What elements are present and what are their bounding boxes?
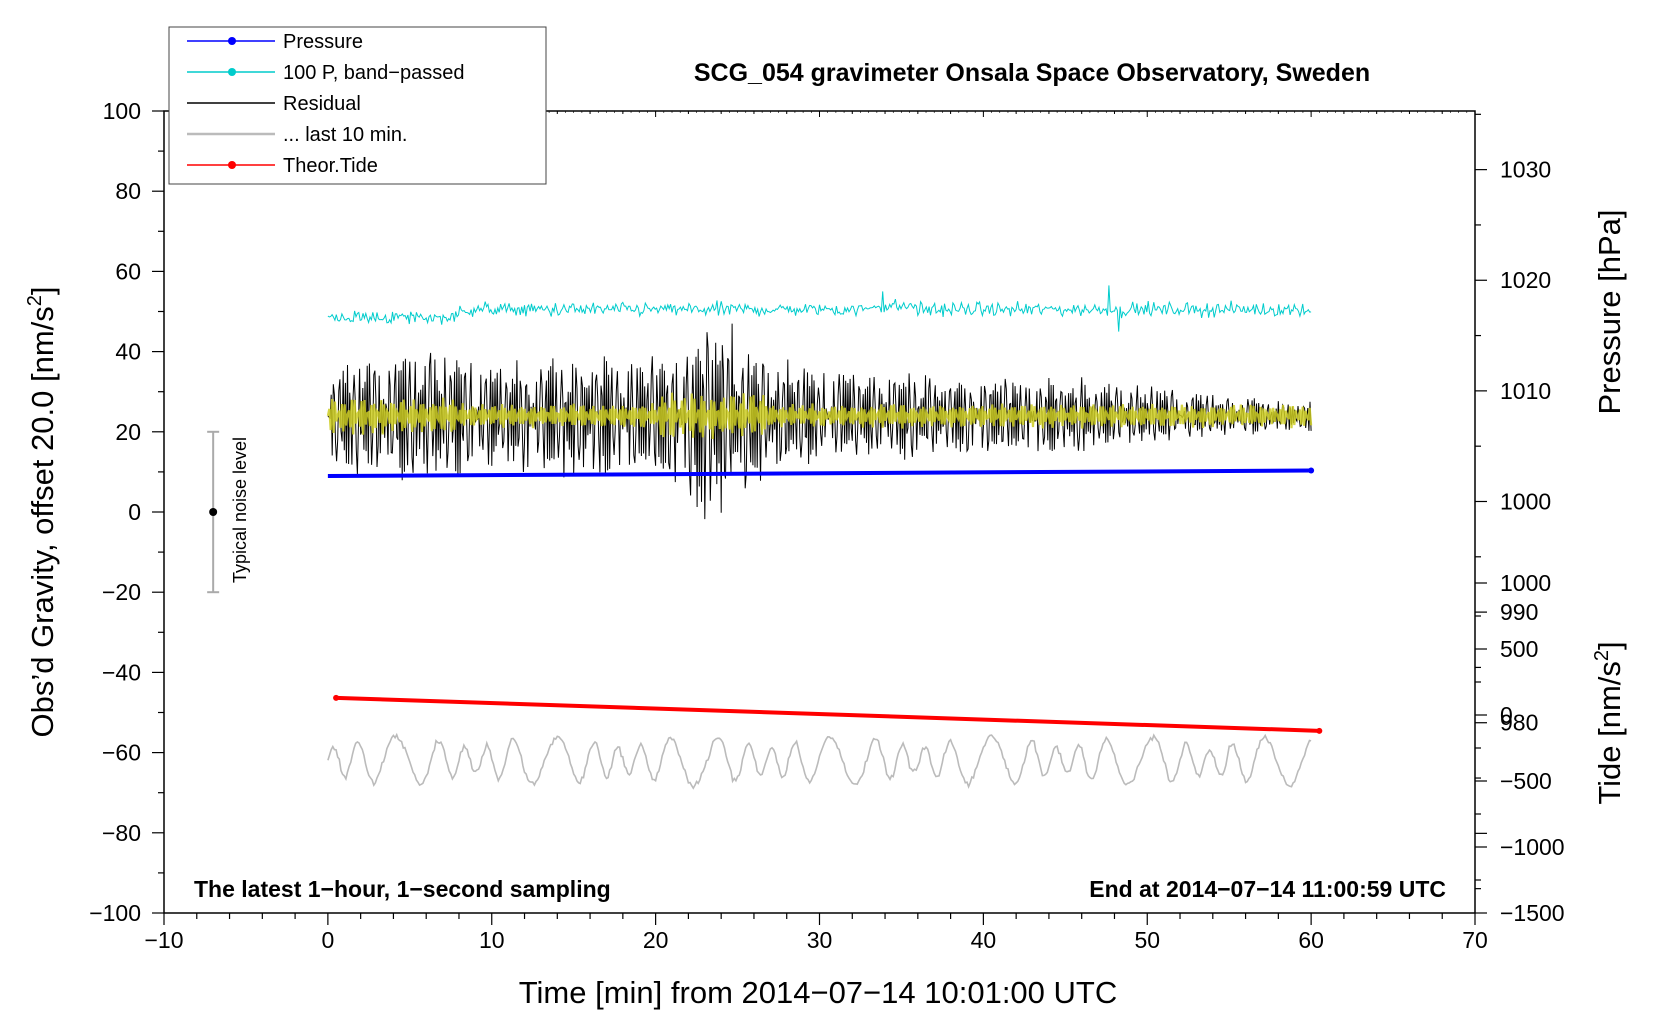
legend-swatch-marker (228, 161, 236, 169)
y-tick-label: −60 (102, 740, 141, 766)
tide-tick-label: 0 (1500, 702, 1513, 728)
bottom-left-annotation: The latest 1−hour, 1−second sampling (194, 876, 611, 902)
bandpassed-pressure-line (327, 285, 1312, 332)
pressure-tick-label: 990 (1500, 599, 1538, 625)
x-tick-label: 60 (1298, 927, 1324, 953)
legend-label: Theor.Tide (283, 155, 378, 177)
tick-labels: −10 0 10 20 30 40 50 60 70100806040200−20−40−60−… (89, 98, 1564, 953)
tide-axis-title-sup: 2 (1591, 650, 1613, 661)
tide-start-marker (333, 694, 340, 701)
bottom-right-annotation: End at 2014−07−14 11:00:59 UTC (1089, 876, 1446, 902)
x-tick-label: −10 (144, 927, 183, 953)
y-axis-title-main: Obs’d Gravity, offset 20.0 [nm/s (25, 306, 60, 737)
pressure-endpoint-marker (1308, 467, 1315, 474)
y-tick-label: 0 (128, 499, 141, 525)
pressure-tick-label: 1000 (1500, 488, 1551, 514)
legend-label: ... last 10 min. (283, 124, 408, 146)
y-tick-label: 40 (115, 339, 141, 365)
y-axis-title-sup: 2 (24, 295, 46, 306)
y-axis-title-end: ] (25, 286, 60, 295)
axis-ticks (152, 110, 1487, 925)
legend: Pressure 100 P, band−passed Residual ... la… (168, 26, 547, 185)
residual-series-line (327, 323, 1312, 520)
tide-tick-label: 500 (1500, 636, 1538, 662)
x-tick-label: 70 (1462, 927, 1488, 953)
x-tick-label: 30 (807, 927, 833, 953)
chart-title: SCG_054 gravimeter Onsala Space Observat… (694, 59, 1370, 87)
pressure-tick-label: 980 (1500, 710, 1538, 736)
tide-axis-title-end: ] (1592, 641, 1627, 650)
pressure-tick-label: 1030 (1500, 157, 1551, 183)
y-tick-label: −100 (89, 900, 141, 926)
pressure-axis-title: Pressure [hPa] (1592, 209, 1627, 414)
noise-bar-center (209, 508, 218, 516)
x-tick-label: 20 (643, 927, 669, 953)
legend-items: Pressure 100 P, band−passed Residual ... la… (187, 31, 464, 177)
y-tick-label: 20 (115, 419, 141, 445)
series-layer (207, 285, 1323, 790)
y-tick-label: 100 (103, 98, 141, 124)
legend-label: Residual (283, 93, 361, 115)
tide-tick-label: −1000 (1500, 834, 1565, 860)
y-tick-label: 80 (115, 178, 141, 204)
legend-label: Pressure (283, 31, 363, 53)
x-tick-label: 50 (1134, 927, 1160, 953)
noise-level-label: Typical noise level (230, 437, 250, 583)
plot-frame (163, 110, 1476, 914)
tide-series-line (336, 695, 1320, 733)
y-tick-label: −40 (102, 659, 141, 685)
residual-overlay-line (326, 392, 1313, 440)
tide-axis-title: Tide [nm/s2] (1591, 641, 1627, 804)
x-tick-label: 40 (971, 927, 997, 953)
last-10-min-line (327, 732, 1312, 790)
tide-tick-label: 1000 (1500, 570, 1551, 596)
pressure-series-line (327, 468, 1312, 479)
x-tick-label: 10 (479, 927, 505, 953)
y-axis-title: Obs’d Gravity, offset 20.0 [nm/s2] (24, 286, 60, 737)
y-tick-label: −80 (102, 820, 141, 846)
tide-tick-label: −500 (1500, 768, 1552, 794)
tide-axis-title-main: Tide [nm/s (1592, 661, 1627, 805)
pressure-tick-label: 1010 (1500, 378, 1551, 404)
x-axis-title: Time [min] from 2014−07−14 10:01:00 UTC (519, 975, 1118, 1010)
legend-box (168, 26, 547, 185)
legend-swatch-marker (228, 37, 236, 45)
legend-swatch-marker (228, 68, 236, 76)
x-tick-label: 0 (321, 927, 334, 953)
pressure-tick-label: 1020 (1500, 267, 1551, 293)
tide-end-marker (1316, 727, 1323, 734)
y-tick-label: 60 (115, 258, 141, 284)
y-tick-label: −20 (102, 579, 141, 605)
tide-tick-label: −1500 (1500, 900, 1565, 926)
legend-label: 100 P, band−passed (283, 62, 464, 84)
